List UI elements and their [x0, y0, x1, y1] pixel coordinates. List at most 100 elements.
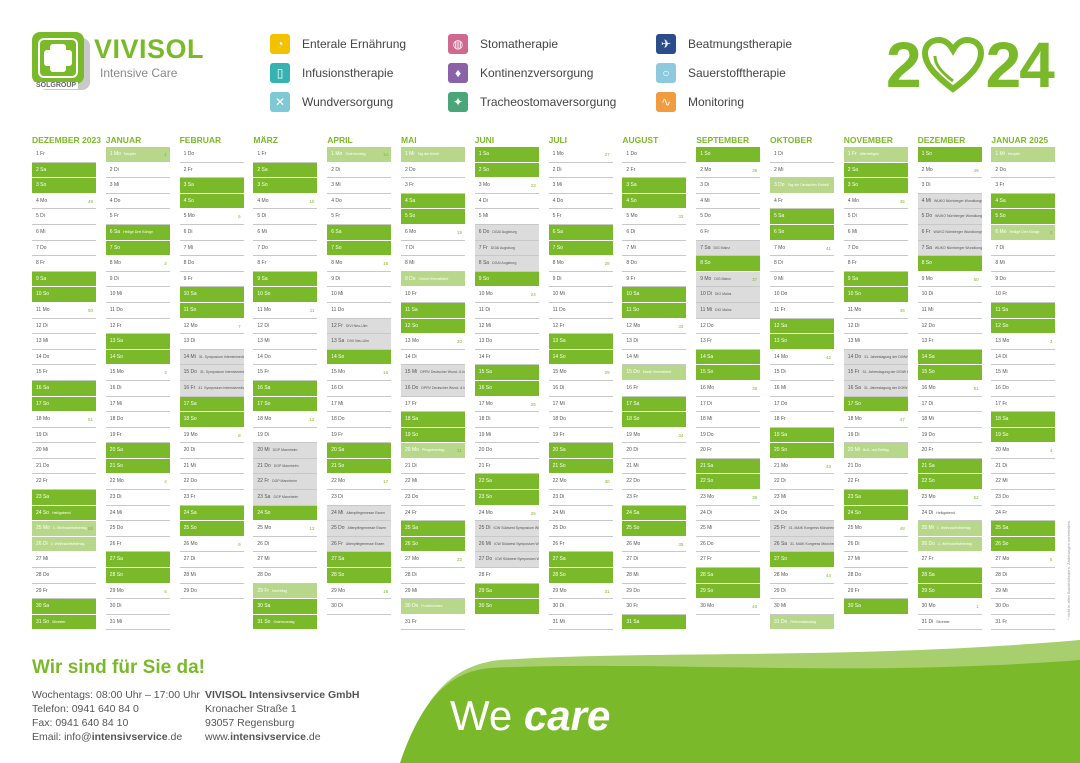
day-label: 3 Mi: [552, 182, 563, 189]
month-name: JUNI: [474, 135, 495, 145]
day-cell: 4 Di: [474, 194, 539, 210]
day-label: 2 Mi: [774, 166, 784, 173]
day-label: 2 Do: [405, 166, 416, 173]
day-label: 27 Fr: [700, 556, 712, 563]
day-label: 19 Do: [700, 431, 714, 438]
day-cell: 12 Do: [696, 319, 761, 335]
day-label: 27 Sa: [552, 556, 566, 563]
day-cell: 4 Do: [327, 194, 392, 210]
day-label: 3 Di: [921, 182, 931, 189]
day-note: DGAI Augsburg: [492, 229, 517, 234]
day-cell: 27 Fr: [917, 552, 982, 569]
day-cell: 31 So Silvester: [32, 614, 96, 631]
week-number: 26: [530, 510, 536, 516]
day-label: 8 Mo: [109, 260, 121, 267]
day-cell: 1 Di: [770, 147, 834, 163]
month-column: JULI 1 Mo 27 2 Di 3 Mi 4 Do 5 Fr 6 Sa 7 So 8 Mo 28…: [548, 133, 613, 631]
phone-number[interactable]: Telefon: 0941 640 84 0: [32, 703, 139, 715]
email-address[interactable]: Email: info@intensivservice.de: [32, 731, 183, 743]
day-label: 23 Di: [552, 494, 565, 501]
day-note: Heilige Drei Könige: [123, 229, 154, 234]
day-cell: 17 So: [843, 396, 908, 413]
day-label: 30 Sa: [36, 603, 50, 610]
day-cell: 9 Di: [327, 272, 392, 288]
day-cell: 25 Do: [548, 521, 613, 537]
week-number: 34: [678, 432, 684, 438]
day-cell: 4 Do: [548, 194, 613, 210]
day-label: 3 Do: [774, 182, 785, 189]
day-label: 24 Mo: [478, 509, 493, 516]
day-label: 24 Sa: [626, 509, 640, 516]
day-label: 1 Sa: [478, 151, 490, 157]
day-label: 26 Di: [847, 540, 860, 547]
day-label: 6 Fr: [921, 228, 931, 235]
day-cell: 10 So: [843, 287, 908, 303]
day-label: 10 So: [847, 291, 861, 298]
day-cell: 8 So: [696, 256, 761, 272]
day-cell: 23 Di: [548, 490, 613, 506]
day-label: 25 So: [626, 525, 640, 532]
day-label: 27 Mo: [995, 556, 1010, 563]
day-label: 30 Mi: [774, 603, 787, 610]
legend-label: Infusionstherapie: [302, 66, 394, 80]
day-label: 12 Do: [921, 322, 935, 329]
day-note: Christi Himmelfahrt: [418, 276, 449, 281]
week-number: 24: [530, 292, 536, 298]
year-prefix: 2: [886, 29, 922, 101]
website-link[interactable]: www.intensivservice.de: [205, 731, 321, 743]
day-label: 28 So: [109, 572, 123, 579]
day-cell: 15 Mo 29: [548, 365, 613, 381]
day-cell: 30 Di: [327, 599, 392, 615]
day-label: 29 So: [921, 587, 935, 594]
day-label: 14 Mo: [774, 353, 788, 360]
day-label: 6 Do: [478, 228, 490, 235]
day-label: 23 Di: [331, 494, 343, 501]
month-column: FEBRUAR 1 Do 2 Fr 3 Sa 4 So 5 Mo 6 6 Di 7 Mi 8 Do…: [179, 133, 244, 600]
legend-item: ▯ Infusionstherapie: [270, 62, 393, 84]
week-number: 36: [752, 167, 758, 173]
day-label: 25 Mi: [700, 525, 713, 532]
day-label: 27 Sa: [109, 556, 123, 563]
day-label: 29 Mi: [995, 587, 1008, 594]
day-cell: 25 Sa: [991, 521, 1056, 537]
week-number: 22: [456, 557, 462, 563]
day-cell: 25 Mo 1. Weihnachtsfeiertag 52: [32, 521, 96, 537]
day-cell: 5 Fr: [105, 209, 170, 225]
day-cell: 14 So: [105, 349, 170, 366]
week-number: 9: [238, 541, 241, 547]
day-label: 27 So: [774, 556, 788, 563]
day-cell: 19 Mo 8: [179, 428, 244, 444]
day-cell: 1 So: [696, 147, 761, 163]
day-cell: 21 Mo 43: [770, 459, 834, 475]
day-cell: 2 Sa: [253, 162, 318, 179]
day-cell: 21 Fr: [474, 459, 539, 475]
day-label: 11 So: [626, 306, 640, 313]
day-cell: 10 Di: [917, 287, 982, 303]
day-label: 21 Di: [405, 462, 417, 469]
day-label: 12 Mo: [626, 322, 641, 329]
week-number: 33: [678, 323, 684, 329]
day-label: 29 Do: [626, 587, 640, 594]
week-number: 38: [752, 385, 758, 391]
day-cell: 10 Sa: [622, 287, 687, 303]
day-cell: 6 Mo 19: [401, 225, 465, 241]
oxygen-icon: ○: [656, 63, 676, 83]
day-label: 29 Mo: [109, 587, 124, 594]
day-cell: 2 Fr: [179, 163, 244, 179]
day-label: 24 Mi: [331, 509, 344, 516]
day-note: DGP Mannheim: [272, 479, 297, 484]
day-label: 9 Do: [405, 275, 416, 282]
day-cell: 28 So: [327, 568, 392, 584]
day-cell: 30 Mo 40: [696, 599, 761, 615]
day-label: 11 Sa: [995, 306, 1009, 313]
week-number: 43: [825, 463, 831, 469]
day-label: 14 Sa: [700, 353, 714, 360]
week-number: 51: [973, 385, 979, 391]
day-label: 31 So: [36, 618, 50, 625]
week-number: 2: [1049, 229, 1053, 235]
day-label: 3 Sa: [626, 182, 637, 189]
day-cell: 8 Mi: [991, 256, 1056, 272]
day-cell: 14 Do: [253, 350, 318, 366]
day-label: 20 Sa: [331, 447, 345, 454]
day-label: 30 Do: [995, 603, 1009, 610]
